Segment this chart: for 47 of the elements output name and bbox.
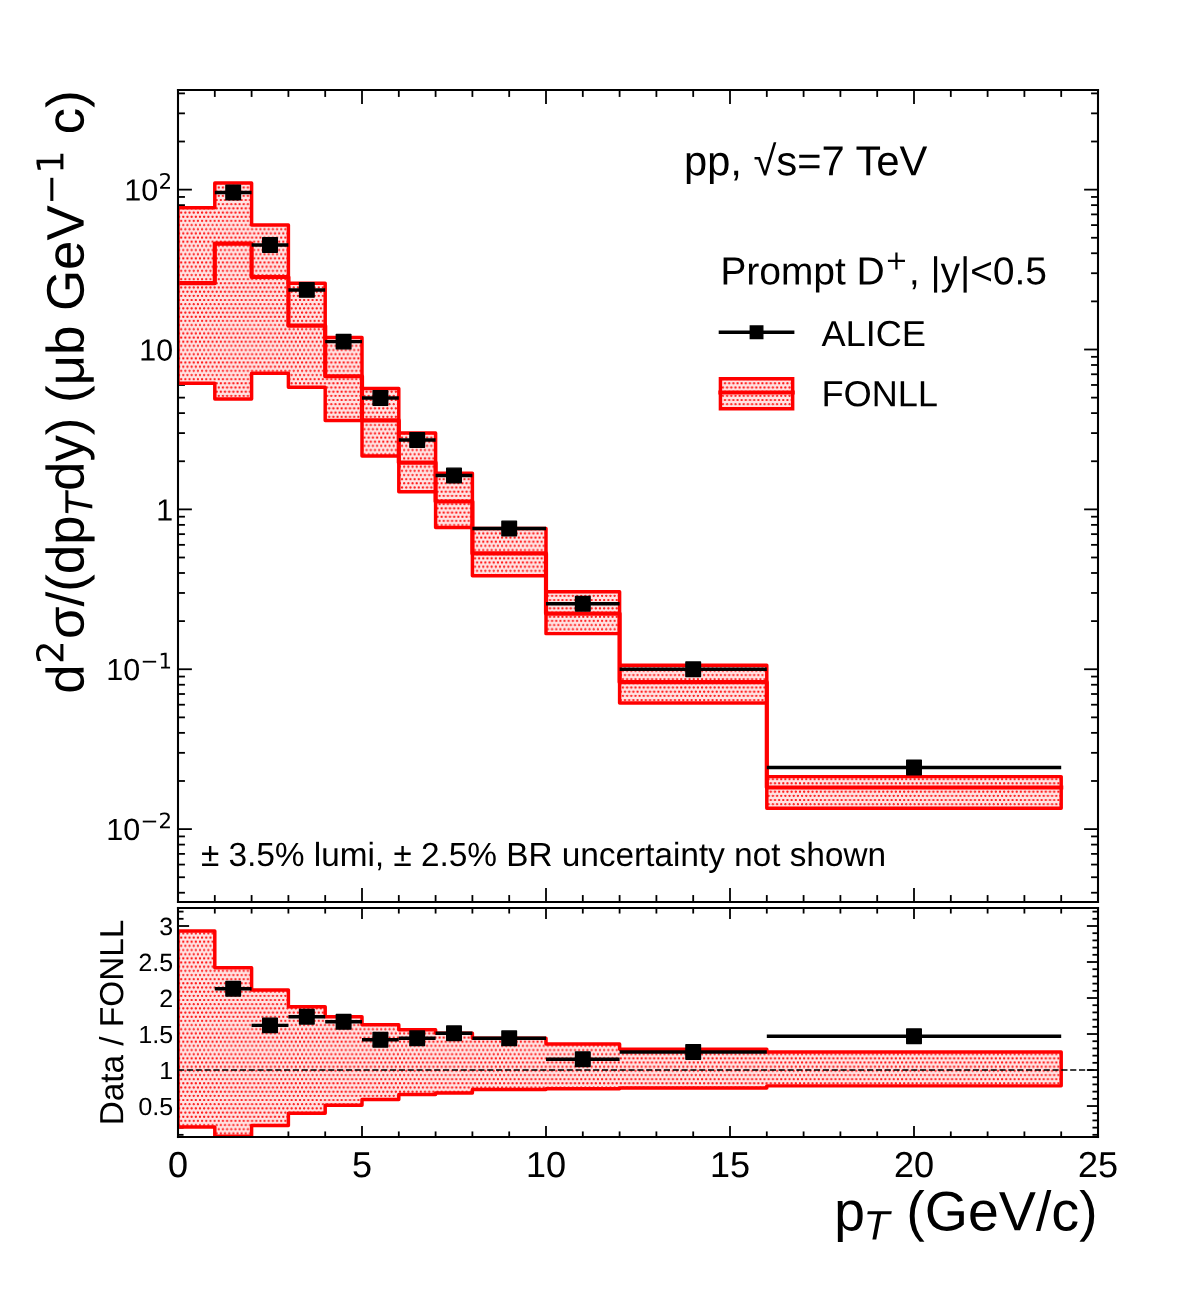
y-tick-label: 1: [161, 1061, 172, 1080]
x-tick-label: 0: [169, 1151, 187, 1178]
y-axis-title: d$^{2}$σ/(dp$_{T}$dy) (μb GeV$^{−1}$ c): [36, 93, 95, 692]
point: [225, 980, 242, 997]
point: [298, 1008, 315, 1025]
point: [574, 1051, 591, 1068]
point: [906, 1028, 922, 1045]
point: [685, 1044, 702, 1061]
point: [446, 1025, 462, 1042]
point: [501, 520, 518, 537]
y-tick-label: 2: [160, 989, 172, 1008]
annotation: ± 3.5% lumi, ± 2.5% BR uncertainty not shown: [202, 841, 884, 873]
point: [501, 1030, 518, 1047]
y-tick-label: 2.5: [139, 953, 173, 972]
x-tick-label: 10: [528, 1151, 565, 1178]
legend-label: FONLL: [824, 380, 937, 407]
x-tick-label: 15: [712, 1152, 749, 1178]
legend-label: ALICE: [821, 320, 925, 347]
x-tick-label: 25: [1079, 1151, 1117, 1178]
point: [906, 759, 922, 776]
y-tick-label: 10: [141, 339, 172, 361]
y-tick-label: 10$^{2}$: [126, 172, 170, 201]
y-tick-label: 1.5: [140, 1025, 173, 1044]
point: [262, 1017, 278, 1034]
point: [372, 390, 389, 407]
point: [574, 595, 591, 612]
y-tick-label: 1: [158, 499, 172, 521]
y-tick-label: 0.5: [139, 1097, 173, 1116]
x-tick-label: 5: [353, 1152, 371, 1178]
point: [335, 1013, 352, 1030]
y-axis-title: Data / FONLL: [98, 920, 124, 1123]
point: [298, 281, 315, 298]
y-tick-label: 10$^{−1}$: [108, 652, 171, 681]
x-axis-title: p$_{T}$ (GeV/c): [837, 1190, 1095, 1242]
point: [262, 237, 278, 254]
point: [446, 467, 462, 484]
point: [685, 661, 702, 678]
point: [372, 1031, 389, 1048]
x-tick-label: 20: [895, 1151, 933, 1178]
y-tick-label: 10$^{−2}$: [108, 812, 170, 841]
point: [409, 1030, 426, 1047]
point: [225, 184, 242, 201]
legend-title: Prompt D$^{+}$, |y|<0.5: [723, 252, 1046, 293]
point: [335, 333, 352, 350]
point: [409, 431, 426, 448]
y-tick-label: 3: [160, 917, 173, 936]
annotation: pp, √s=7 TeV: [686, 142, 928, 184]
